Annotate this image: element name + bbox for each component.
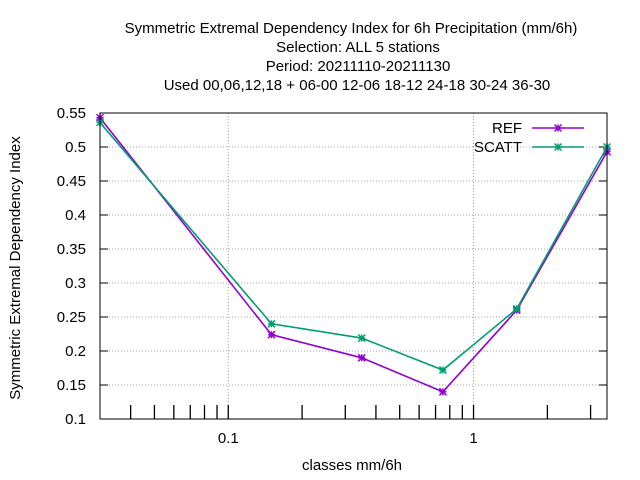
y-tick-labels: 0.1 0.15 0.2 0.25 0.3 0.35 0.4 0.45 0.5 0.55 (57, 105, 86, 428)
series-line-scatt (99, 122, 608, 371)
legend-label-scatt: SCATT (474, 139, 522, 156)
title-line-4: Used 00,06,12,18 + 06-00 12-06 18-12 24-… (164, 77, 551, 94)
title-line-3: Period: 20211110-20211130 (266, 58, 451, 75)
data-point-scatt (357, 334, 366, 343)
y-tick-label: 0.1 (65, 411, 86, 428)
plot-frame (99, 112, 608, 420)
y-tick-label: 0.55 (57, 105, 86, 122)
series (95, 113, 612, 396)
title-line-2: Selection: ALL 5 stations (276, 39, 440, 56)
legend: REF SCATT (474, 120, 584, 156)
data-point-scatt (438, 366, 447, 375)
y-tick-label: 0.2 (65, 343, 86, 360)
x-tick-labels: 0.1 1 (218, 430, 478, 447)
series-line-ref (99, 117, 608, 393)
grid (100, 113, 607, 419)
data-point-scatt (267, 319, 276, 328)
chart-title: Symmetric Extremal Dependency Index for … (125, 20, 578, 94)
y-tick-label: 0.35 (57, 241, 86, 258)
data-point-ref (267, 330, 276, 339)
y-tick-label: 0.4 (65, 207, 86, 224)
legend-marker-scatt (553, 142, 563, 152)
title-line-1: Symmetric Extremal Dependency Index for … (125, 20, 578, 37)
x-tick-label: 0.1 (218, 430, 239, 447)
ticks (100, 112, 607, 420)
y-tick-label: 0.45 (57, 173, 86, 190)
data-point-scatt (512, 304, 521, 313)
y-tick-label: 0.15 (57, 377, 86, 394)
data-point-ref (438, 387, 447, 396)
y-tick-label: 0.5 (65, 139, 86, 156)
y-tick-label: 0.3 (65, 275, 86, 292)
legend-marker-ref (553, 123, 563, 133)
x-axis-label: classes mm/6h (302, 457, 402, 474)
y-axis-label: Symmetric Extremal Dependency Index (7, 136, 24, 400)
y-tick-label: 0.25 (57, 309, 86, 326)
data-point-ref (357, 353, 366, 362)
x-tick-label: 1 (469, 430, 477, 447)
legend-label-ref: REF (492, 120, 522, 137)
